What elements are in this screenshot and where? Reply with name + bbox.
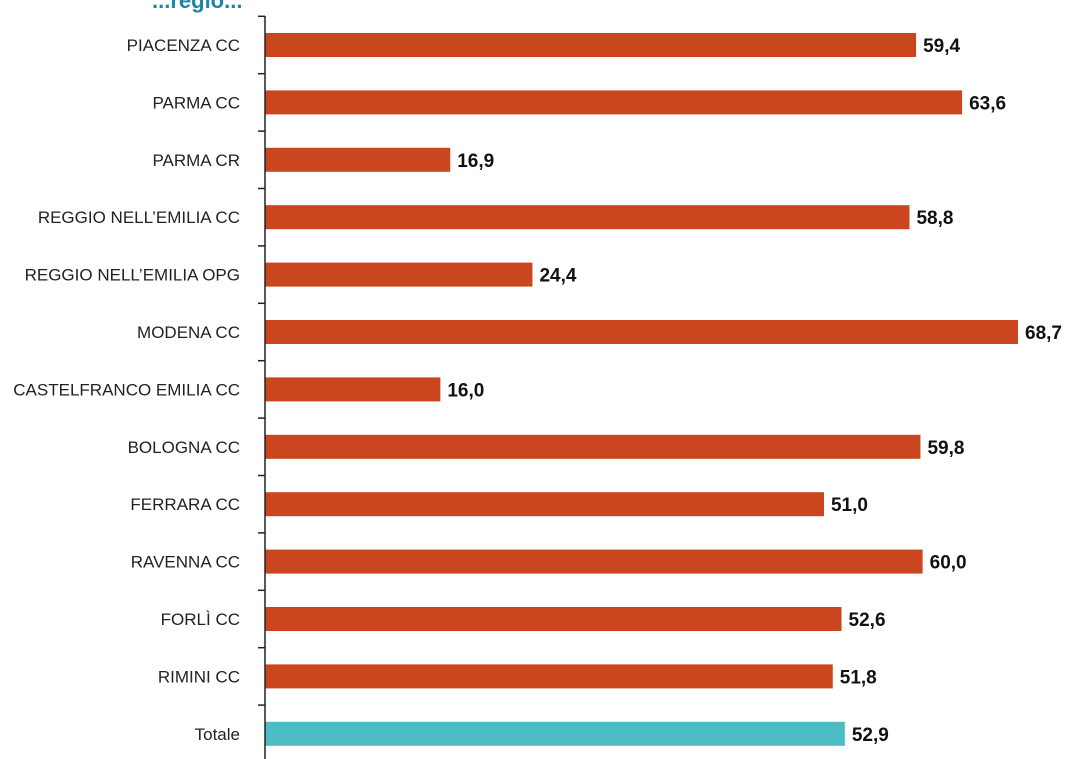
- data-label: 63,6: [969, 93, 1006, 114]
- category-labels: PIACENZA CC PARMA CC PARMA CR REGGIO NELL’E…: [13, 36, 240, 744]
- bar: [265, 664, 833, 689]
- data-label: 24,4: [539, 266, 576, 287]
- category-label: RAVENNA CC: [131, 553, 240, 572]
- chart-title-fragment: ...regio...: [152, 0, 242, 13]
- category-label: CASTELFRANCO EMILIA CC: [13, 380, 240, 399]
- bar: [265, 549, 923, 574]
- data-label: 51,8: [840, 667, 877, 688]
- bar: [265, 320, 1018, 344]
- bars: [265, 33, 1018, 746]
- data-label: 60,0: [930, 553, 967, 574]
- bar: [265, 434, 921, 459]
- data-label: 68,7: [1025, 323, 1062, 344]
- bar-total: [265, 721, 845, 746]
- category-label: REGGIO NELL’EMILIA CC: [38, 208, 240, 227]
- category-label: MODENA CC: [137, 323, 240, 342]
- category-axis: [258, 15, 266, 759]
- data-label: 59,4: [923, 36, 960, 57]
- value-labels: 59,4 63,6 16,9 58,8 24,4 68,7 16,0 59,8 51,0 60,0…: [447, 36, 1062, 746]
- category-label: BOLOGNA CC: [128, 438, 240, 457]
- category-label: RIMINI CC: [158, 667, 240, 686]
- bar: [265, 607, 842, 631]
- data-label: 52,9: [852, 725, 889, 746]
- bar: [265, 377, 441, 402]
- bar: [265, 205, 910, 230]
- data-label: 16,0: [447, 380, 484, 401]
- data-label: 16,9: [457, 151, 494, 172]
- data-label: 52,6: [849, 610, 886, 631]
- category-label: REGGIO NELL’EMILIA OPG: [25, 266, 240, 285]
- category-label: PARMA CC: [152, 93, 240, 112]
- data-label: 58,8: [916, 208, 953, 229]
- bar: [265, 33, 917, 57]
- category-label: PIACENZA CC: [127, 36, 240, 55]
- bar: [265, 492, 824, 517]
- bar: [265, 147, 451, 172]
- bar: [265, 90, 963, 115]
- data-label: 51,0: [831, 495, 868, 516]
- category-label: FORLÌ CC: [161, 610, 240, 629]
- category-label: FERRARA CC: [130, 495, 240, 514]
- category-label: Totale: [195, 725, 240, 744]
- bar: [265, 262, 533, 287]
- data-label: 59,8: [927, 438, 964, 459]
- category-label: PARMA CR: [152, 151, 240, 170]
